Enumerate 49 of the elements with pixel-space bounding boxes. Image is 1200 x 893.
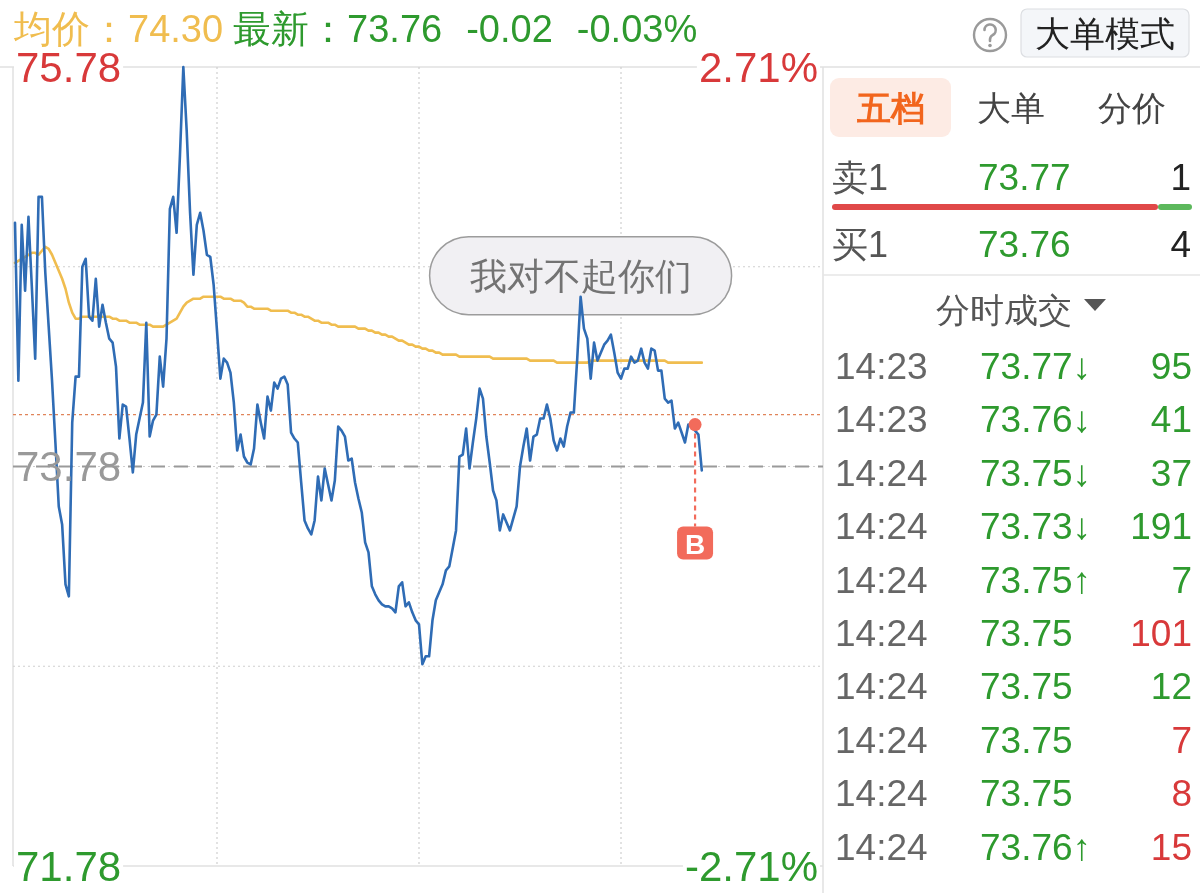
text: B (684, 528, 706, 560)
text: 14:24 (835, 613, 928, 654)
text: 73.76 (978, 224, 1071, 265)
text: 73.75 (980, 666, 1073, 708)
text: 买1 (832, 224, 889, 265)
text: 73.75 (980, 719, 1073, 761)
text: 14:24 (835, 506, 928, 548)
text: 95 (1150, 346, 1192, 387)
text: 1 (1170, 157, 1191, 198)
text: 37 (1150, 452, 1192, 494)
text: 卖1 (832, 157, 889, 198)
text: 73.75↑ (980, 559, 1092, 601)
text: 14:24 (835, 826, 928, 868)
text: 191 (1130, 506, 1192, 548)
text: 73.77↓ (980, 346, 1092, 387)
text: 7 (1171, 559, 1192, 601)
text: 14:24 (835, 719, 928, 761)
text: 8 (1171, 773, 1192, 815)
text: 14:24 (835, 452, 928, 494)
text: 73.76↑ (980, 826, 1092, 868)
text: 14:24 (835, 559, 928, 601)
text: 14:24 (835, 773, 928, 815)
text: 73.75↓ (980, 452, 1092, 494)
text: 41 (1150, 399, 1192, 441)
text: 14:24 (835, 666, 928, 708)
text: -0.03% (576, 8, 698, 50)
text: 73.73↓ (980, 506, 1092, 548)
text: 73.75 (980, 613, 1073, 654)
text: 分时成交 (936, 291, 1072, 329)
text: 73.75 (980, 773, 1073, 815)
text: 73.76↓ (980, 399, 1092, 441)
text: 73.77 (978, 157, 1071, 198)
annotation: 我对不起你们 (469, 255, 692, 297)
y2-tick-label: 2.71% (698, 43, 818, 91)
text: 14:23 (835, 346, 928, 387)
text: 大单模式 (1035, 14, 1175, 53)
text: 15 (1150, 826, 1192, 868)
text: 7 (1171, 719, 1192, 761)
text: 12 (1150, 666, 1192, 708)
text: -0.02 (466, 8, 553, 50)
text: 分价 (1098, 89, 1166, 127)
text: 4 (1170, 224, 1191, 265)
y2-tick-label: -2.71% (684, 842, 818, 890)
text: 最新：73.76 (233, 8, 443, 50)
text: 五档 (856, 89, 925, 127)
text: 大单 (977, 89, 1045, 127)
text: 101 (1130, 613, 1192, 654)
text: 14:23 (835, 399, 928, 441)
y-tick-label: 71.78 (16, 842, 122, 890)
